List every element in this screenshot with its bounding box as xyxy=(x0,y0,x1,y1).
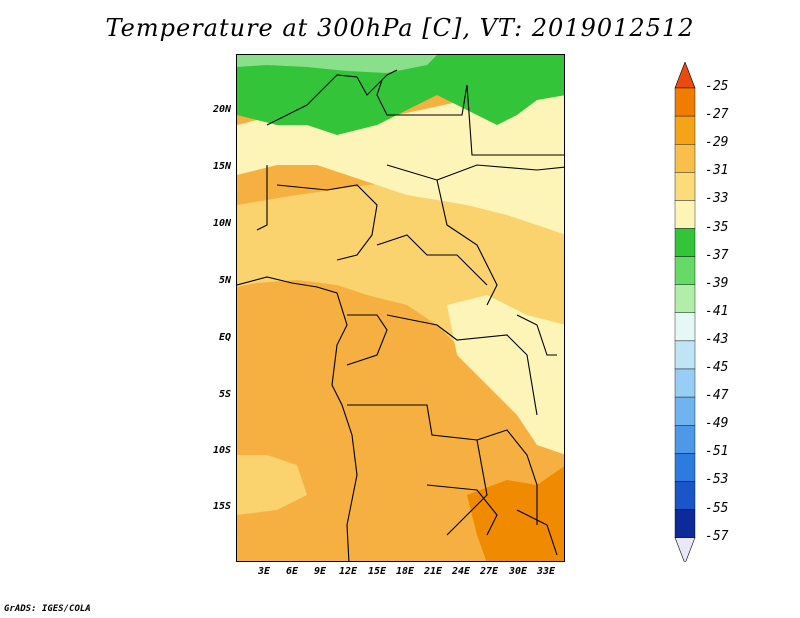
colorbar-top-arrow xyxy=(674,62,696,89)
colorbar-segment xyxy=(674,509,696,538)
lon-label-3e: 3E xyxy=(257,566,271,577)
colorbar-segment xyxy=(674,143,696,173)
lon-label-18e: 18E xyxy=(395,566,415,577)
colorbar-segment xyxy=(674,425,696,454)
country-borders xyxy=(237,69,564,561)
colorbar-label: -43 xyxy=(705,331,729,347)
colorbar-segment xyxy=(674,368,696,398)
colorbar-label: -25 xyxy=(705,79,729,94)
colorbar-label: -35 xyxy=(705,219,729,235)
colorbar xyxy=(674,62,696,562)
lat-label-20n: 20N xyxy=(212,104,231,115)
temp-region-minus-33 xyxy=(237,95,564,235)
lat-label-5s: 5S xyxy=(218,389,231,400)
colorbar-segment xyxy=(674,200,696,229)
lon-label-6e: 6E xyxy=(285,566,299,577)
colorbar-segment xyxy=(674,453,696,482)
lon-label-30e: 30E xyxy=(508,566,528,577)
lon-label-21e: 21E xyxy=(423,566,443,577)
lon-label-15e: 15E xyxy=(367,566,387,577)
lat-label-eq: EQ xyxy=(218,332,231,343)
colorbar-segment xyxy=(674,172,696,201)
colorbar-segment xyxy=(674,312,696,342)
temp-region-minus-27 xyxy=(467,466,564,561)
colorbar-segment xyxy=(674,87,696,117)
colorbar-segment xyxy=(674,228,696,257)
colorbar-segment xyxy=(674,340,696,370)
colorbar-label: -51 xyxy=(705,444,729,460)
colorbar-segment xyxy=(674,396,696,426)
colorbar-label: -29 xyxy=(705,135,729,151)
lat-label-15s: 15S xyxy=(212,501,231,512)
lon-label-33e: 33E xyxy=(536,566,556,577)
colorbar-segment xyxy=(674,256,696,285)
temp-region-minus-37 xyxy=(237,55,564,135)
lat-label-5n: 5N xyxy=(218,275,231,286)
colorbar-segment xyxy=(674,481,696,510)
colorbar-label: -45 xyxy=(705,360,729,375)
temp-region-minus-31 xyxy=(237,165,564,444)
colorbar-segment xyxy=(674,115,696,145)
colorbar-bottom-arrow xyxy=(674,537,696,562)
map-plot-area[interactable] xyxy=(236,54,565,562)
colorbar-label: -27 xyxy=(705,107,729,123)
colorbar-label: -33 xyxy=(705,191,729,207)
lat-label-10s: 10S xyxy=(212,445,231,456)
colorbar-label: -47 xyxy=(705,388,729,404)
colorbar-label: -31 xyxy=(705,163,729,179)
temp-region-minus-31-west xyxy=(237,455,307,515)
grads-credit: GrADS: IGES/COLA xyxy=(4,604,91,614)
colorbar-segment xyxy=(674,284,696,313)
colorbar-label: -57 xyxy=(705,528,729,544)
temp-region-minus-39 xyxy=(237,55,437,73)
lon-label-27e: 27E xyxy=(479,566,499,577)
lat-label-15n: 15N xyxy=(212,161,231,172)
temp-region-minus-33-south xyxy=(447,295,564,455)
lon-label-9e: 9E xyxy=(313,566,327,577)
colorbar-label: -55 xyxy=(705,500,729,516)
colorbar-label: -53 xyxy=(705,472,729,488)
lon-label-12e: 12E xyxy=(338,566,358,577)
lon-label-24e: 24E xyxy=(451,566,471,577)
map-title: Temperature at 300hPa [C], VT: 201901251… xyxy=(105,14,695,42)
colorbar-label: -39 xyxy=(705,275,729,291)
colorbar-label: -37 xyxy=(705,247,729,263)
colorbar-label: -41 xyxy=(705,303,729,319)
lat-label-10n: 10N xyxy=(212,218,231,229)
colorbar-label: -49 xyxy=(705,416,729,432)
